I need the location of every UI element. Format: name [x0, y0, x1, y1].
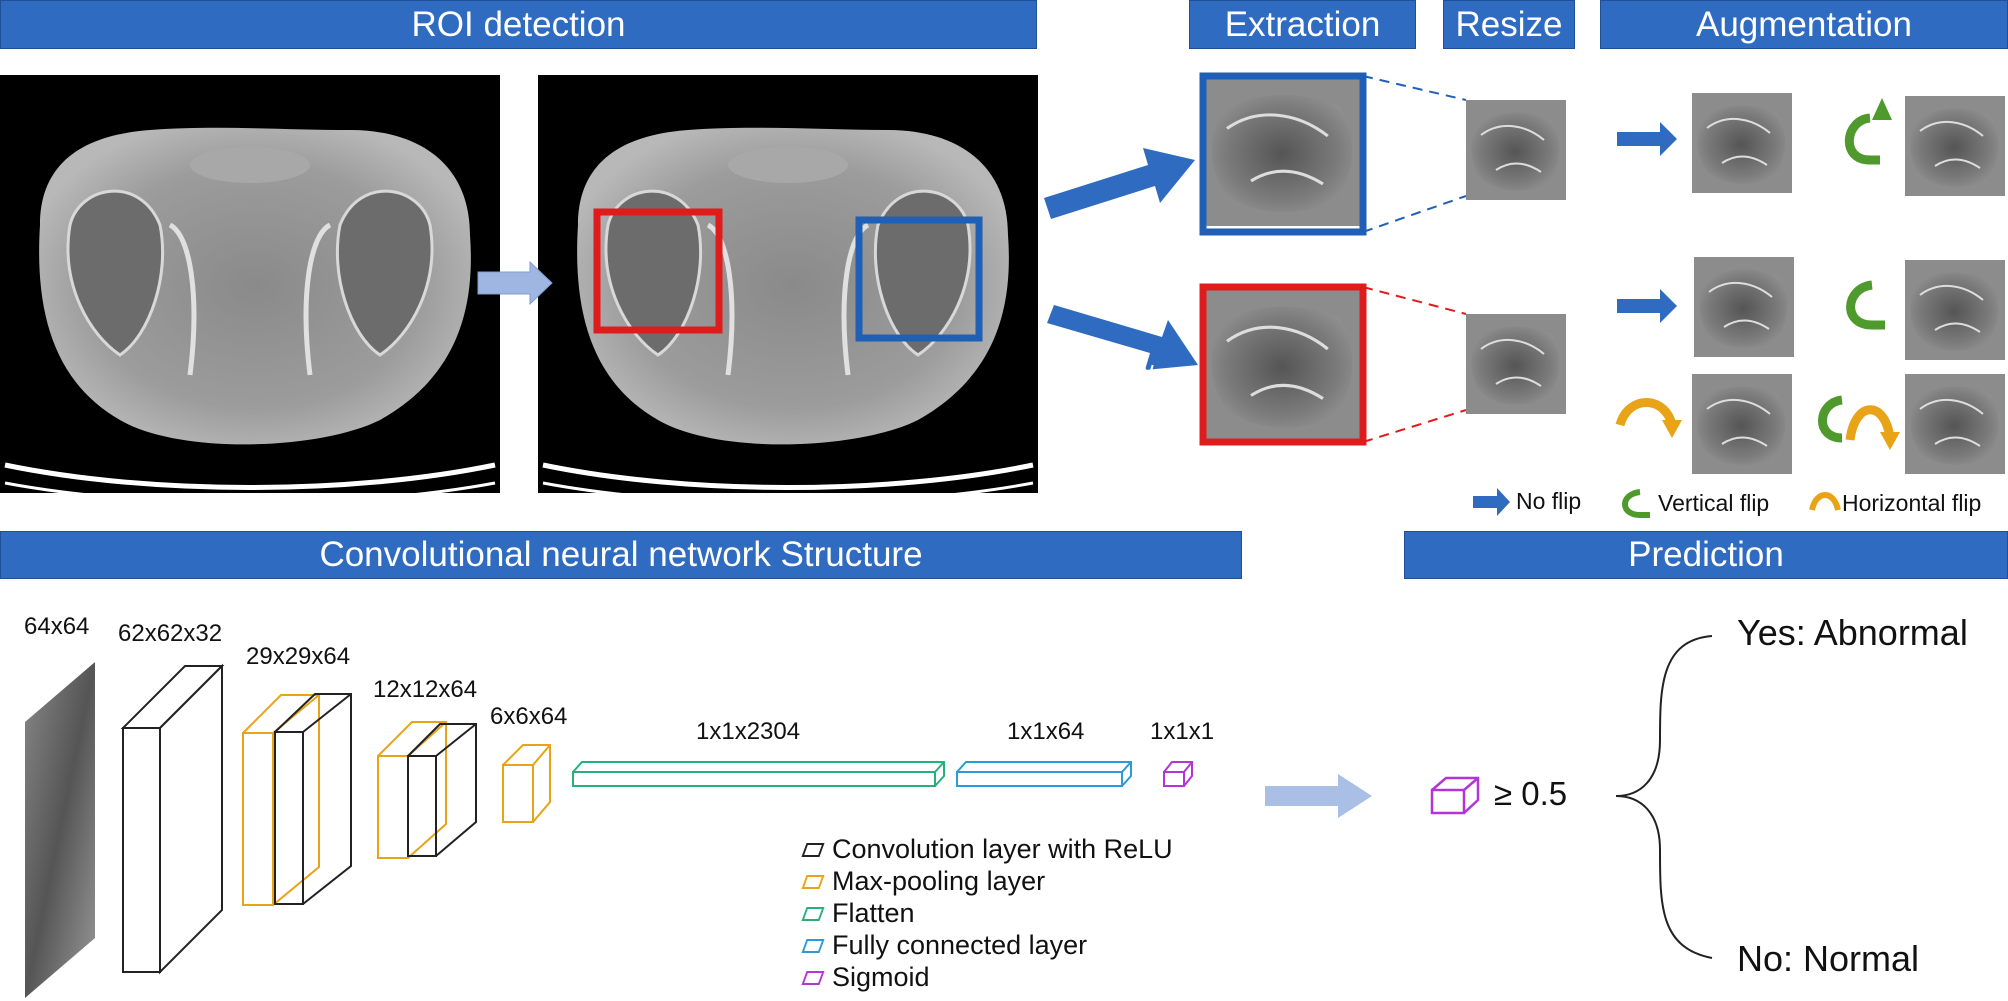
- resized-patch-normal: [1465, 99, 1567, 201]
- vertical-flip-icon: [1818, 395, 1844, 443]
- cnn-conv1-block: [120, 663, 225, 975]
- header-resize: Resize: [1443, 0, 1575, 49]
- legend-pool-icon: [801, 874, 825, 889]
- legend-no-flip: No flip: [1516, 488, 1582, 514]
- legend-vertical-flip-icon: [1622, 489, 1650, 518]
- vertical-flip-icon: [1846, 280, 1885, 330]
- legend-horizontal-flip-icon: [1809, 492, 1841, 511]
- legend-fc: Fully connected layer: [801, 930, 1088, 961]
- legend-conv-icon: [801, 842, 825, 857]
- prediction-sigmoid-cube: [1430, 776, 1480, 815]
- extraction-frame-normal: [1199, 72, 1367, 236]
- legend-pool: Max-pooling layer: [801, 866, 1046, 897]
- no-flip-arrow-icon: [1617, 289, 1677, 323]
- extraction-frame-abnormal: [1199, 283, 1367, 446]
- aug-abnormal-vhflip: [1904, 373, 2006, 475]
- dim-input: 64x64: [24, 613, 90, 640]
- dim-pool2: 6x6x64: [490, 703, 568, 730]
- cnn-input-image: [25, 662, 95, 998]
- ct-scan-original: [0, 75, 500, 503]
- decision-brace: [1615, 635, 1713, 959]
- legend-sigmoid: Sigmoid: [801, 962, 930, 993]
- no-flip-arrow-icon: [1617, 122, 1677, 156]
- legend-conv: Convolution layer with ReLU: [801, 834, 1173, 865]
- header-cnn-structure: Convolutional neural network Structure: [0, 531, 1242, 579]
- prediction-arrow-icon: [1265, 774, 1372, 818]
- ct-scan-annotated: [538, 75, 1038, 503]
- dim-pool1: 29x29x64: [246, 643, 351, 670]
- legend-flatten: Flatten: [801, 898, 915, 929]
- extracted-patch-abnormal: [1201, 285, 1365, 444]
- right-arrow-icon: [477, 260, 553, 306]
- horizontal-flip-icon: [1615, 398, 1677, 427]
- legend-fc-icon: [801, 938, 825, 953]
- aug-abnormal-hflip: [1691, 373, 1793, 475]
- roi-box-normal: [855, 216, 983, 342]
- header-roi-detection: ROI detection: [0, 0, 1037, 49]
- legend-sigmoid-label: Sigmoid: [832, 962, 930, 992]
- dim-sigmoid: 1x1x1: [1150, 718, 1215, 745]
- legend-vertical-flip: Vertical flip: [1658, 490, 1770, 516]
- legend-conv-label: Convolution layer with ReLU: [832, 834, 1173, 864]
- horizontal-flip-icon: [1845, 405, 1895, 441]
- cnn-fc-block: [956, 761, 1132, 787]
- legend-sigmoid-icon: [801, 970, 825, 985]
- header-prediction: Prediction: [1404, 531, 2008, 579]
- dim-conv1: 62x62x32: [118, 620, 223, 647]
- legend-fc-label: Fully connected layer: [832, 930, 1088, 960]
- legend-flatten-label: Flatten: [832, 898, 915, 928]
- arrow-abnormal-icon: [1047, 305, 1198, 370]
- dim-fc: 1x1x64: [1007, 718, 1085, 745]
- dim-conv2: 12x12x64: [373, 676, 478, 703]
- cnn-conv-block-3: [407, 723, 477, 857]
- legend-pool-label: Max-pooling layer: [832, 866, 1046, 896]
- cnn-sigmoid-block: [1163, 761, 1193, 787]
- prediction-no: No: Normal: [1737, 938, 1920, 979]
- prediction-yes: Yes: Abnormal: [1737, 612, 1968, 653]
- cnn-flatten-block: [572, 761, 945, 787]
- aug-abnormal-vflip: [1904, 259, 2006, 361]
- roi-box-abnormal: [593, 208, 723, 334]
- header-augmentation: Augmentation: [1600, 0, 2008, 49]
- dim-flatten: 1x1x2304: [696, 718, 801, 745]
- resized-patch-abnormal: [1465, 313, 1567, 415]
- arrow-normal-icon: [1044, 148, 1195, 219]
- cnn-pool3-block: [502, 744, 551, 823]
- cnn-conv-block-2: [274, 693, 352, 905]
- header-extraction: Extraction: [1189, 0, 1416, 49]
- legend-flatten-icon: [801, 906, 825, 921]
- legend-horizontal-flip: Horizontal flip: [1842, 490, 1982, 516]
- vertical-flip-icon: [1844, 113, 1880, 165]
- extracted-patch-normal: [1201, 74, 1365, 228]
- prediction-threshold: ≥ 0.5: [1494, 775, 1568, 812]
- legend-no-flip-icon: [1473, 488, 1510, 516]
- aug-abnormal-noflip: [1693, 256, 1795, 358]
- aug-normal-vflip: [1904, 95, 2006, 197]
- aug-normal-noflip: [1691, 92, 1793, 194]
